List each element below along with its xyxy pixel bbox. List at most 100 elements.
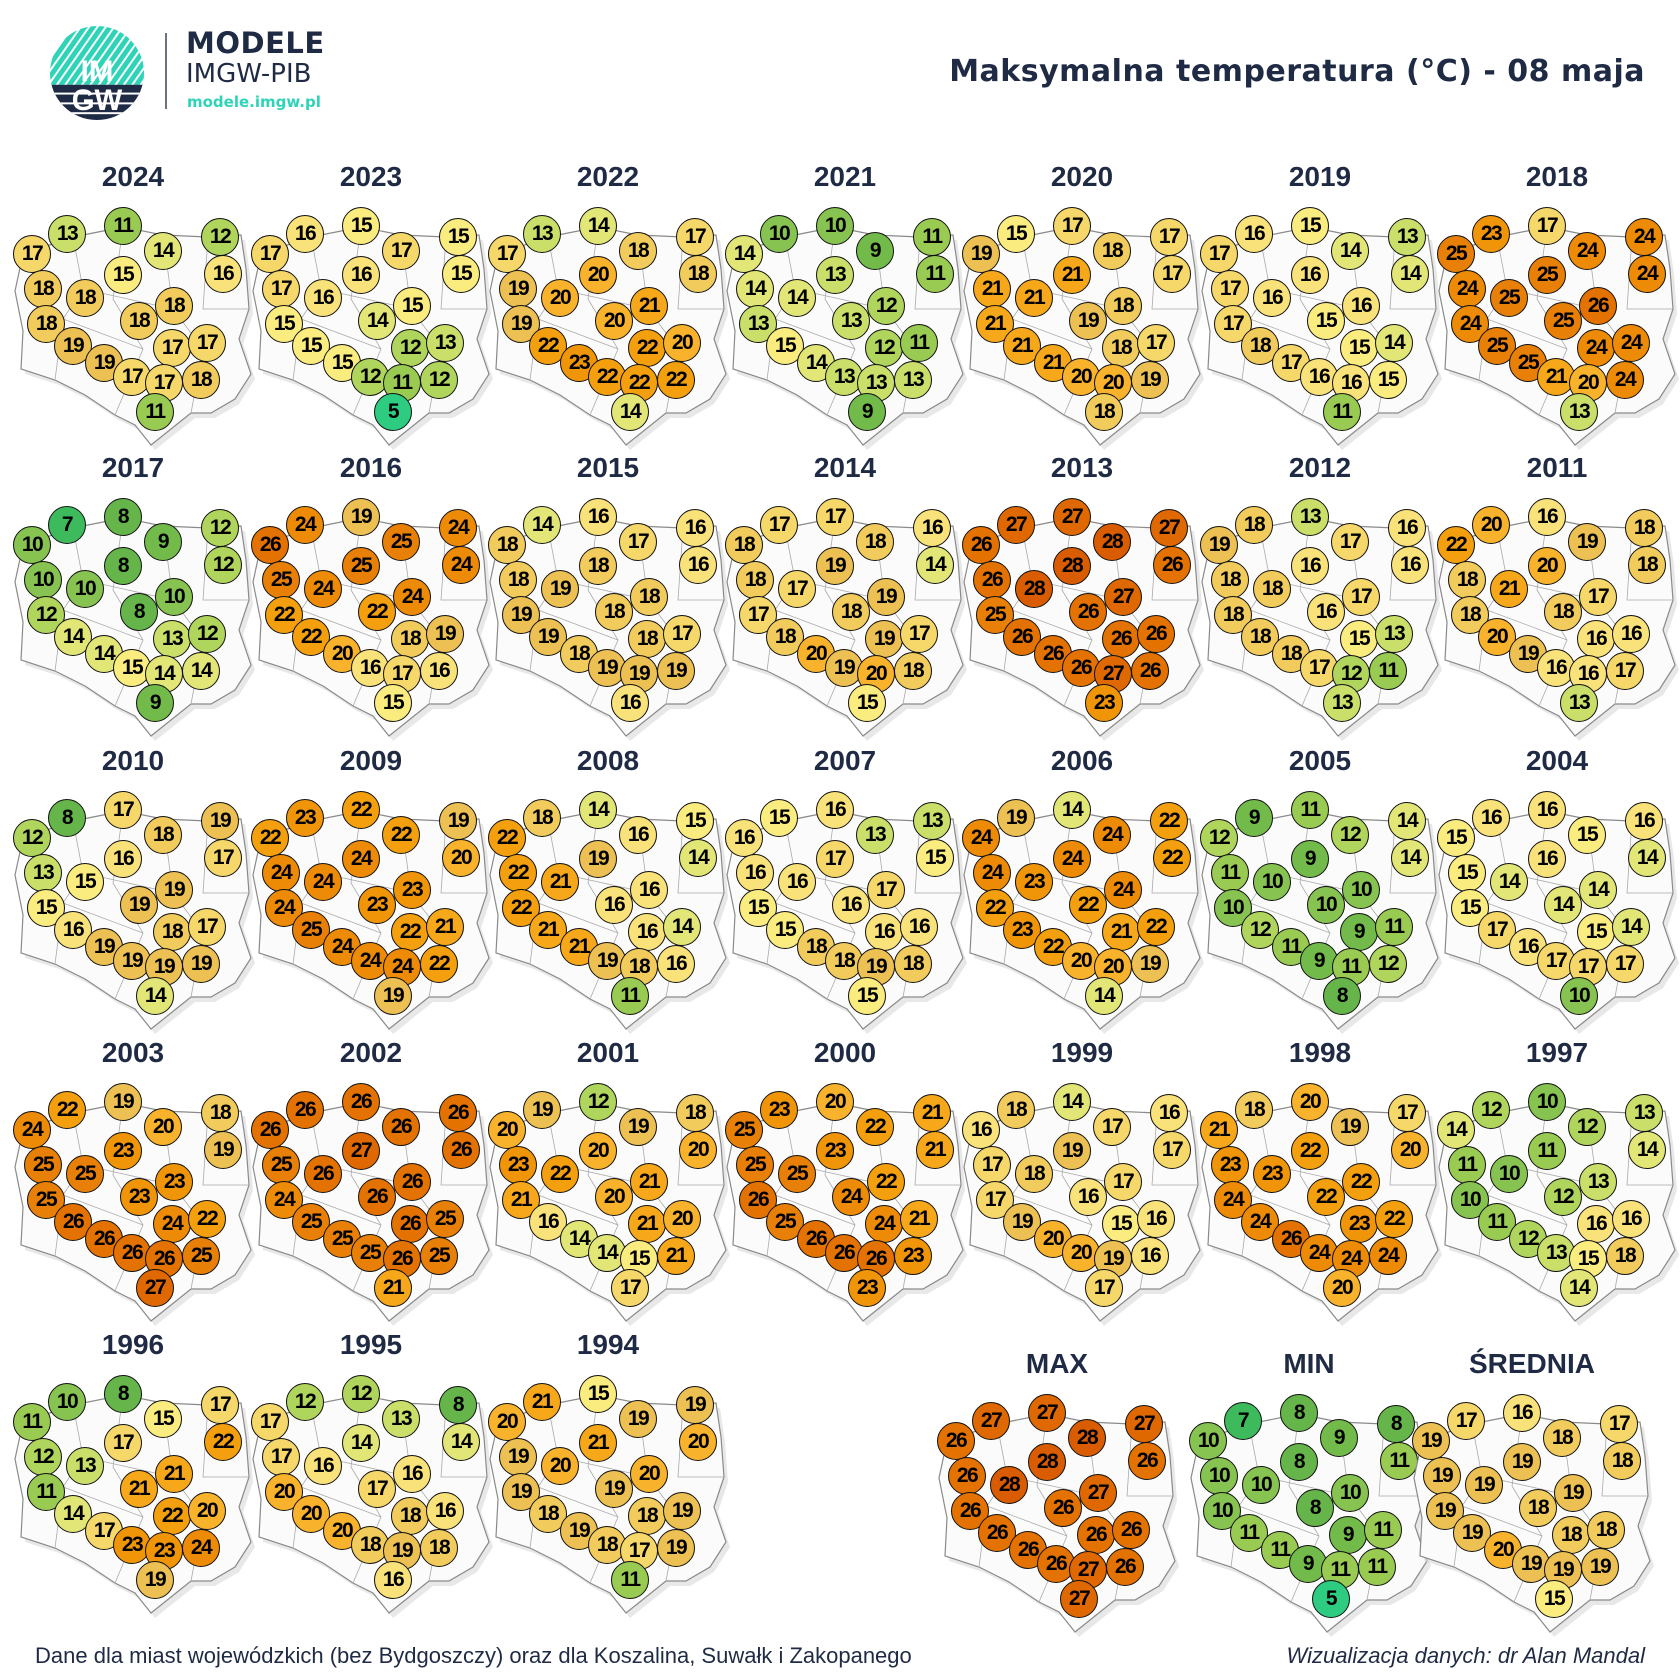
map-title: 2008 — [576, 745, 640, 776]
city-marker-suwalki: 15 — [439, 218, 477, 256]
city-marker-warszawa: 27 — [1079, 1474, 1117, 1512]
city-marker-lodz: 18 — [832, 593, 870, 631]
brand-url-link[interactable]: modele.imgw.pl — [187, 93, 321, 111]
city-marker-katowice: 13 — [1537, 1234, 1575, 1272]
city-marker-olsztyn: 22 — [382, 816, 420, 854]
city-marker-torun: 20 — [579, 1132, 617, 1170]
city-marker-lublin: 14 — [663, 908, 701, 946]
map-title: 2007 — [813, 745, 877, 776]
city-marker-torun: 15 — [104, 256, 142, 294]
city-marker-zakopane: 13 — [1560, 684, 1598, 722]
map-title: 2019 — [1288, 161, 1352, 192]
city-marker-lodz: 22 — [1069, 886, 1107, 924]
city-marker-opole: 20 — [797, 635, 835, 673]
city-marker-suwalki: 24 — [439, 509, 477, 547]
city-marker-gdansk: 20 — [1291, 1083, 1329, 1121]
city-marker-rzeszow: 18 — [894, 652, 932, 690]
city-marker-lublin: 22 — [1137, 908, 1175, 946]
city-marker-kielce: 22 — [153, 1497, 191, 1535]
city-marker-gdansk: 17 — [1053, 207, 1091, 245]
city-marker-kielce: 18 — [1552, 1516, 1590, 1554]
city-marker-lodz: 26 — [1069, 593, 1107, 631]
city-marker-koszalin: 23 — [1472, 215, 1510, 253]
city-marker-zakopane: 5 — [374, 393, 412, 431]
city-marker-lodz: 20 — [595, 302, 633, 340]
city-marker-suwalki: 12 — [201, 218, 239, 256]
city-marker-zakopane: 8 — [1323, 977, 1361, 1015]
city-marker-rzeszow: 18 — [182, 361, 220, 399]
city-marker-lodz: 19 — [1069, 302, 1107, 340]
city-marker-szczecin: 17 — [251, 1403, 289, 1441]
city-marker-koszalin: 18 — [1235, 1091, 1273, 1129]
city-marker-lodz: 8 — [120, 593, 158, 631]
city-marker-zakopane: 23 — [848, 1269, 886, 1307]
city-marker-szczecin: 12 — [13, 819, 51, 857]
city-marker-olsztyn: 19 — [1331, 1108, 1369, 1146]
city-marker-szczecin: 16 — [725, 819, 763, 857]
city-marker-gorzow: 19 — [499, 270, 537, 308]
city-marker-bialystok: 15 — [916, 839, 954, 877]
map-title: 2022 — [576, 161, 640, 192]
city-marker-rzeszow: 18 — [894, 945, 932, 983]
city-marker-rzeszow: 22 — [657, 361, 695, 399]
city-marker-kielce: 15 — [1340, 620, 1378, 658]
city-marker-katowice: 19 — [825, 649, 863, 687]
city-marker-kielce: 18 — [391, 1497, 429, 1535]
city-marker-lodz: 16 — [1069, 1178, 1107, 1216]
map-title: 2016 — [339, 452, 403, 483]
city-marker-torun: 22 — [1291, 1132, 1329, 1170]
city-marker-opole: 25 — [1509, 344, 1547, 382]
city-marker-suwalki: 18 — [676, 1094, 714, 1132]
map-title: MIN — [1283, 1348, 1335, 1379]
city-marker-bialystok: 17 — [1153, 255, 1191, 293]
city-marker-olsztyn: 15 — [1568, 816, 1606, 854]
city-marker-bialystok: 19 — [204, 1131, 242, 1169]
city-marker-gdansk: 15 — [579, 1375, 617, 1413]
city-marker-szczecin: 18 — [488, 526, 526, 564]
city-marker-lublin: 19 — [663, 1492, 701, 1530]
city-marker-kielce: 21 — [628, 1205, 666, 1243]
city-marker-torun: 24 — [342, 840, 380, 878]
city-marker-katowice: 13 — [825, 358, 863, 396]
city-marker-szczecin: 20 — [488, 1111, 526, 1149]
city-marker-gorzow: 23 — [1211, 1146, 1249, 1184]
city-marker-poznan: 18 — [1015, 1155, 1053, 1193]
city-marker-olsztyn: 9 — [856, 232, 894, 270]
city-marker-katowice: 9 — [1289, 1545, 1327, 1583]
city-marker-rzeszow: 21 — [657, 1237, 695, 1275]
city-marker-gdansk: 27 — [1028, 1394, 1066, 1432]
city-marker-bialystok: 20 — [679, 1131, 717, 1169]
city-marker-suwalki: 19 — [676, 1386, 714, 1424]
city-marker-opole: 20 — [1034, 1220, 1072, 1258]
city-marker-suwalki: 13 — [913, 802, 951, 840]
city-marker-gorzow: 16 — [736, 854, 774, 892]
city-marker-poznan: 22 — [541, 1155, 579, 1193]
city-marker-gdansk: 17 — [1528, 207, 1566, 245]
city-marker-suwalki: 24 — [1625, 218, 1663, 256]
city-marker-koszalin: 17 — [760, 506, 798, 544]
city-marker-koszalin: 19 — [997, 799, 1035, 837]
city-marker-poznan: 10 — [66, 570, 104, 608]
city-marker-torun: 16 — [1291, 256, 1329, 294]
city-marker-bialystok: 16 — [679, 546, 717, 584]
city-marker-lodz: 22 — [1307, 1178, 1345, 1216]
city-marker-warszawa: 13 — [1579, 1163, 1617, 1201]
city-marker-gdansk: 20 — [816, 1083, 854, 1121]
city-marker-zakopane: 19 — [136, 1561, 174, 1599]
city-marker-wroclaw: 26 — [978, 1514, 1016, 1552]
city-marker-rzeszow: 24 — [1606, 361, 1644, 399]
city-marker-szczecin: 18 — [725, 526, 763, 564]
city-marker-lublin: 20 — [663, 1200, 701, 1238]
city-marker-suwalki: 13 — [1388, 218, 1426, 256]
city-marker-zakopane: 16 — [611, 684, 649, 722]
city-marker-koszalin: 21 — [523, 1383, 561, 1421]
city-marker-rzeszow: 18 — [1606, 1237, 1644, 1275]
city-marker-torun: 17 — [816, 840, 854, 878]
city-marker-wroclaw: 16 — [54, 911, 92, 949]
city-marker-lodz: 26 — [358, 1178, 396, 1216]
map-title: 2011 — [1526, 452, 1588, 483]
city-marker-zakopane: 15 — [848, 977, 886, 1015]
city-marker-suwalki: 13 — [1625, 1094, 1663, 1132]
city-marker-poznan: 15 — [66, 863, 104, 901]
city-marker-poznan: 25 — [66, 1155, 104, 1193]
